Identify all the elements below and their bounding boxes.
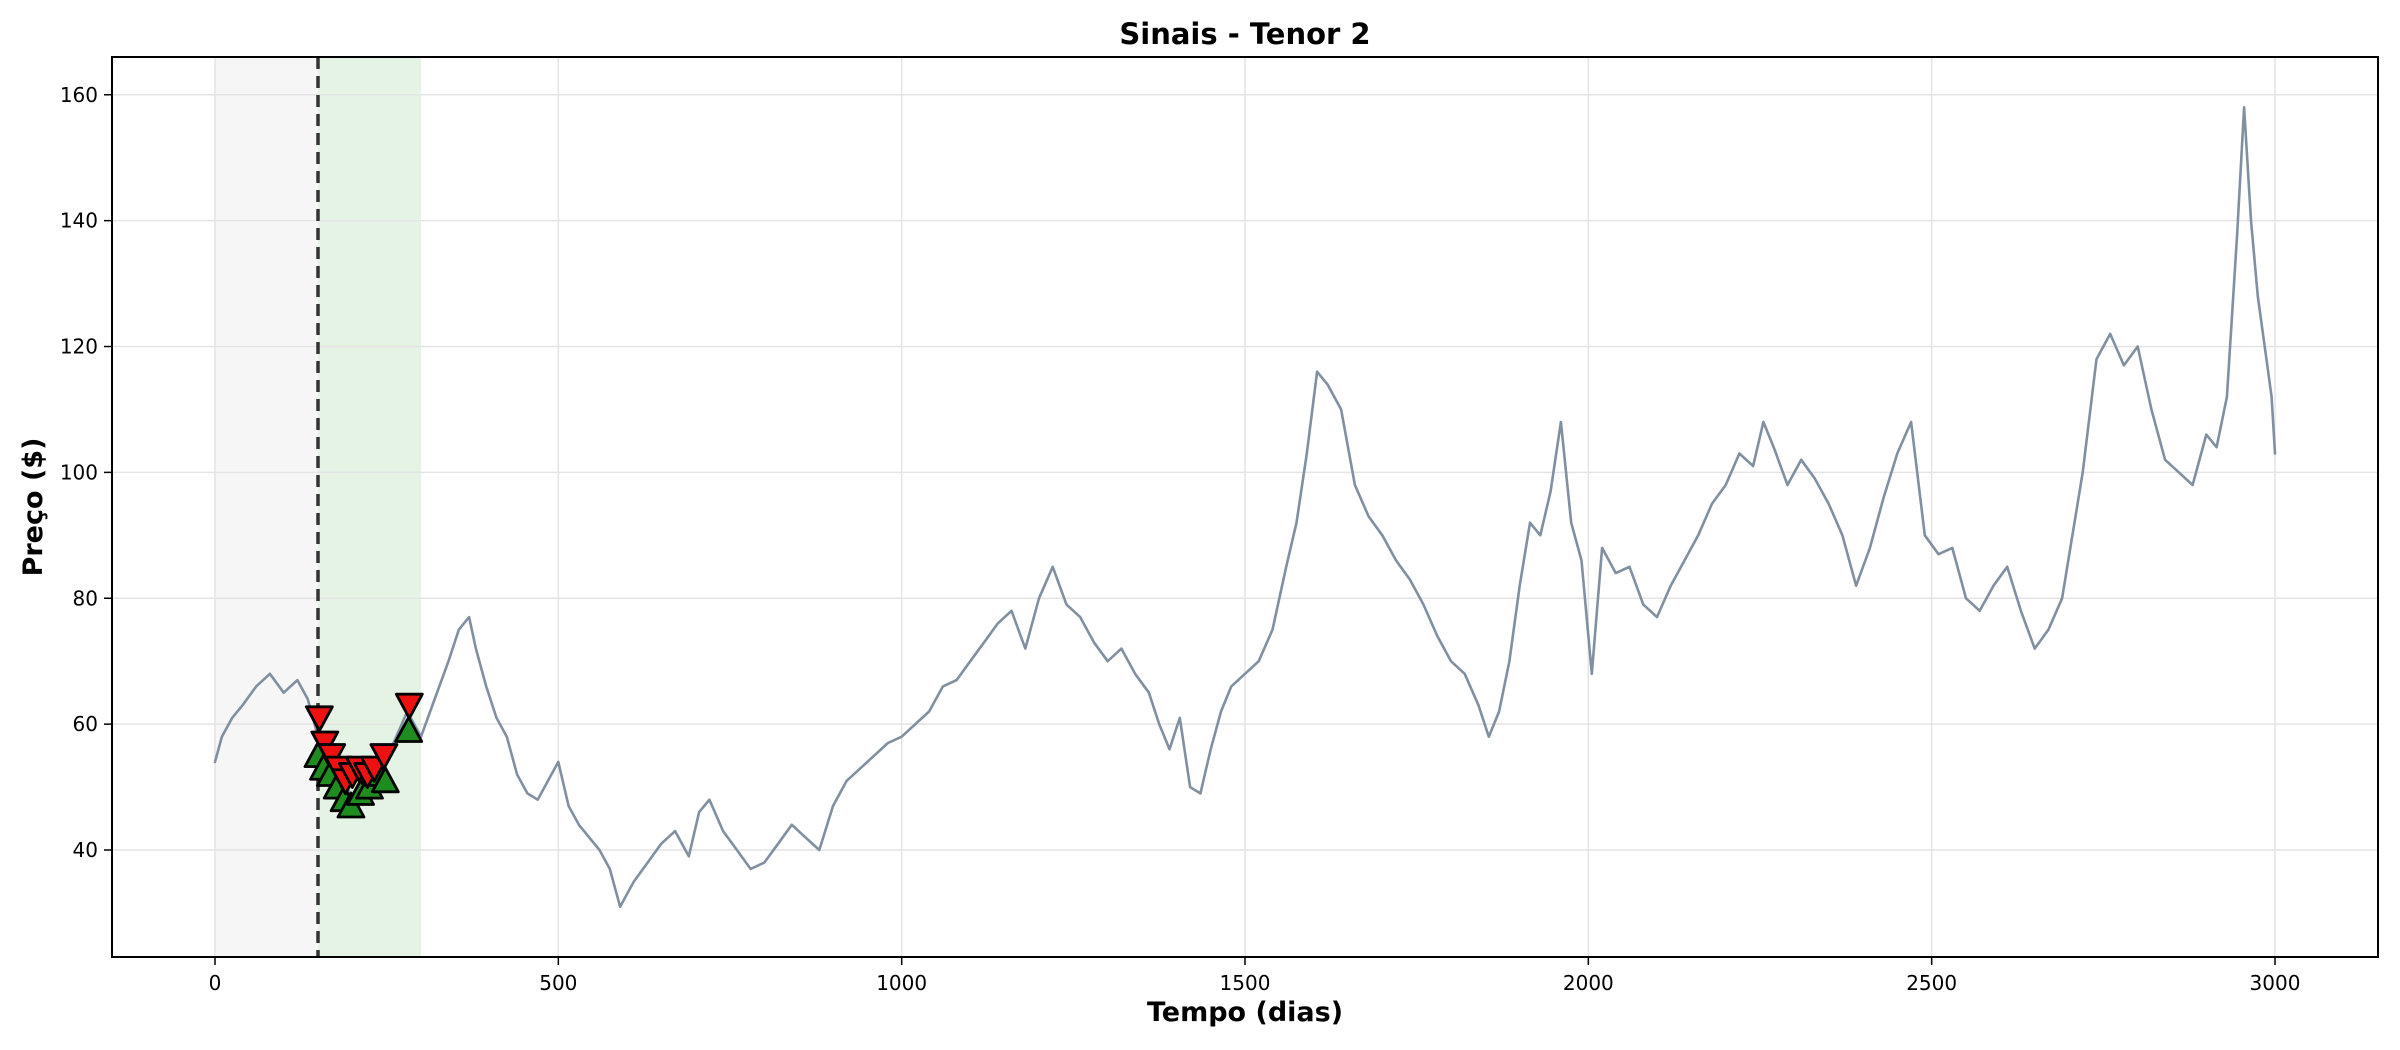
x-axis-title: Tempo (dias)	[1147, 997, 1343, 1028]
y-tick-label: 120	[60, 335, 98, 359]
y-tick-label: 140	[60, 209, 98, 233]
axes: 0 500 1000 1500 2000 2500 3000 40 60 80 100 120 140 1…	[60, 83, 2301, 995]
x-tick-label: 0	[209, 971, 222, 995]
buy-signal-marker	[394, 716, 424, 743]
x-tick-label: 500	[539, 971, 577, 995]
x-tick-label: 2500	[1906, 971, 1957, 995]
sell-signal-marker	[394, 692, 424, 720]
y-tick-label: 100	[60, 460, 98, 484]
price-line	[213, 106, 2277, 909]
sell-signal-marker	[304, 705, 334, 733]
x-tick-label: 3000	[2250, 971, 2301, 995]
signal-markers	[303, 692, 424, 819]
y-tick-label: 60	[73, 712, 98, 736]
sell-signal-marker	[369, 743, 399, 771]
x-tick-label: 1500	[1220, 971, 1271, 995]
x-tick-label: 1000	[876, 971, 927, 995]
grid	[112, 57, 2378, 957]
buy-signal-marker	[370, 766, 400, 794]
signals-region	[318, 57, 421, 957]
chart-title: Sinais - Tenor 2	[1119, 17, 1370, 51]
y-tick-label: 40	[73, 838, 98, 862]
y-tick-label: 80	[73, 586, 98, 610]
training-region	[215, 57, 318, 957]
x-tick-label: 2000	[1563, 971, 1614, 995]
price-series	[213, 106, 2277, 909]
shaded-regions	[215, 57, 421, 957]
y-tick-label: 160	[60, 83, 98, 107]
y-axis-title: Preço ($)	[18, 438, 49, 577]
